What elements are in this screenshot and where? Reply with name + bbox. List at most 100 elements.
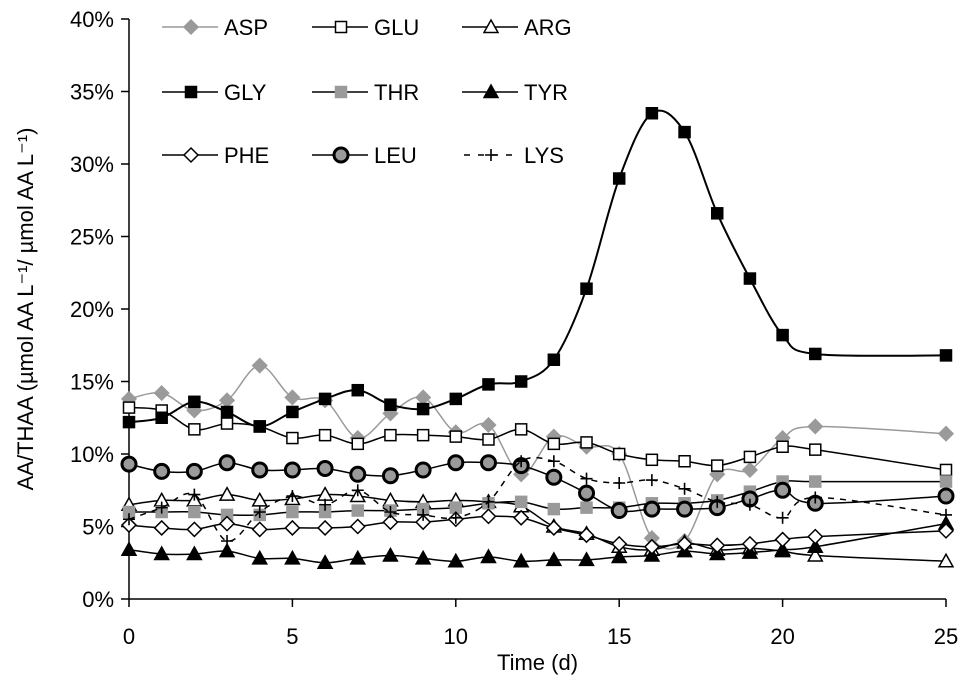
point-glu: [122, 401, 136, 414]
point-phe: [153, 519, 170, 537]
point-lys: [613, 477, 626, 489]
point-lys: [940, 508, 952, 521]
point-gly: [286, 405, 299, 419]
point-tyr: [186, 545, 203, 561]
legend-label-asp: ASP: [224, 15, 268, 40]
legend-label-lys: LYS: [524, 143, 564, 168]
point-arg: [807, 546, 824, 562]
point-lys: [809, 491, 822, 504]
point-arg: [937, 552, 955, 568]
point-leu: [283, 461, 301, 479]
point-phe: [284, 519, 301, 537]
point-phe: [741, 535, 758, 552]
legend-label-gly: GLY: [224, 80, 267, 105]
point-asp: [937, 425, 955, 442]
legend-marker-tyr: [482, 83, 500, 99]
point-leu: [185, 462, 203, 480]
point-leu: [120, 455, 138, 473]
legend-label-thr: THR: [374, 80, 419, 105]
y-tick-label: 15%: [70, 370, 114, 395]
point-phe: [317, 519, 334, 537]
point-gly: [449, 392, 463, 406]
point-thr: [286, 505, 299, 519]
point-glu: [514, 423, 528, 436]
y-tick-label: 25%: [70, 225, 114, 250]
point-glu: [547, 437, 561, 451]
series-line-glu: [128, 406, 947, 471]
point-tyr: [414, 549, 432, 565]
y-tick-label: 0%: [82, 587, 114, 612]
point-glu: [318, 428, 332, 442]
point-glu: [678, 455, 691, 468]
x-tick-label: 5: [286, 624, 298, 649]
point-gly: [743, 272, 757, 285]
point-thr: [188, 505, 201, 519]
point-glu: [449, 430, 463, 443]
point-lys: [515, 455, 528, 468]
legend-label-glu: GLU: [374, 15, 419, 40]
legend-marker-gly: [184, 85, 198, 99]
point-thr: [514, 495, 528, 509]
legend-label-phe: PHE: [224, 143, 269, 168]
point-gly: [809, 347, 822, 361]
point-leu: [937, 487, 955, 505]
x-tick-label: 15: [607, 624, 631, 649]
point-glu: [351, 437, 365, 451]
point-glu: [384, 428, 397, 442]
x-tick-label: 0: [123, 624, 135, 649]
point-phe: [382, 514, 399, 531]
point-tyr: [545, 551, 563, 567]
point-gly: [122, 415, 136, 429]
series-line-tyr: [128, 522, 947, 564]
series-tyr: [120, 515, 955, 569]
point-tyr: [316, 554, 334, 569]
series-asp: [120, 357, 955, 550]
y-axis-title: AA/THAA (µmol AA L⁻¹/ µmol AA L⁻¹): [13, 128, 38, 491]
point-phe: [774, 531, 791, 548]
x-axis-title: Time (d): [497, 650, 578, 675]
point-tyr: [153, 545, 170, 561]
point-thr: [580, 501, 593, 514]
point-arg: [218, 486, 236, 501]
point-tyr: [251, 549, 268, 565]
point-gly: [710, 207, 724, 220]
point-phe: [218, 515, 236, 532]
point-lys: [155, 501, 168, 514]
point-phe: [545, 519, 562, 537]
point-glu: [939, 463, 953, 477]
point-leu: [479, 454, 497, 472]
point-gly: [547, 353, 561, 366]
point-tyr: [349, 549, 367, 565]
point-gly: [939, 349, 953, 362]
point-gly: [514, 375, 528, 388]
series-layer: [120, 107, 955, 569]
point-phe: [807, 528, 824, 545]
point-lys: [286, 490, 299, 503]
point-thr: [809, 475, 822, 488]
point-lys: [678, 482, 691, 495]
legend-marker-thr: [334, 85, 348, 99]
point-glu: [580, 436, 593, 449]
point-phe: [937, 522, 955, 539]
point-leu: [316, 460, 334, 477]
point-phe: [513, 509, 530, 526]
point-gly: [318, 392, 332, 406]
legend-marker-arg: [482, 18, 500, 34]
point-lys: [319, 498, 332, 511]
legend-item-leu: LEU: [312, 143, 417, 168]
point-lys: [645, 474, 658, 487]
axes: 0% 5% 10% 15% 20% 25% 30% 35% 40% 0 5 10 15 20 25: [70, 7, 958, 649]
point-glu: [809, 443, 822, 456]
point-gly: [482, 378, 495, 391]
legend-item-gly: GLY: [162, 80, 267, 105]
y-tick-label: 30%: [70, 152, 114, 177]
point-leu: [153, 462, 171, 480]
series-gly: [122, 107, 953, 433]
point-gly: [612, 172, 626, 185]
point-lys: [188, 488, 201, 501]
point-lys: [221, 535, 234, 547]
point-lys: [580, 472, 593, 485]
point-glu: [482, 433, 495, 446]
point-phe: [709, 537, 726, 554]
